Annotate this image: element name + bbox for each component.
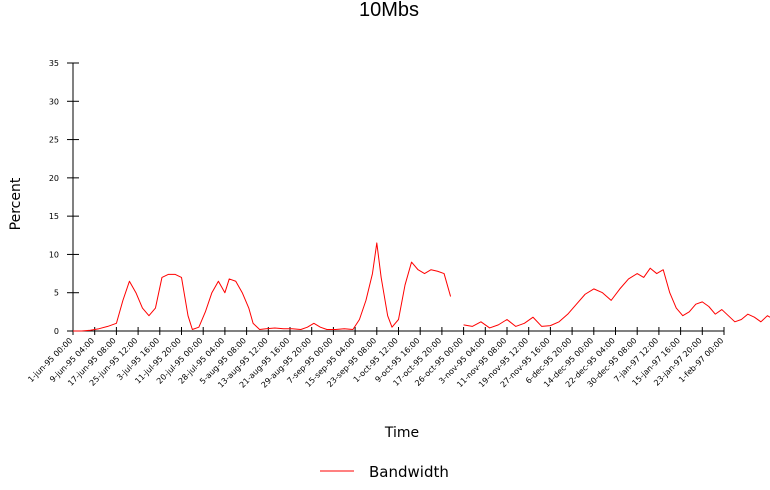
y-tick-label: 30 <box>49 97 59 106</box>
y-tick-label: 0 <box>54 327 59 336</box>
series-group <box>73 242 770 332</box>
y-tick-label: 35 <box>49 59 59 68</box>
x-axis-label: Time <box>384 425 419 441</box>
legend: Bandwidth <box>320 463 449 481</box>
axes <box>72 63 724 332</box>
y-tick-label: 15 <box>49 212 59 221</box>
y-tick-label: 25 <box>49 136 59 145</box>
legend-label: Bandwidth <box>369 463 449 481</box>
y-ticks: 0 5 10 15 20 25 30 35 <box>49 59 79 336</box>
series-line-bandwidth <box>73 242 770 332</box>
y-tick-label: 5 <box>54 289 59 298</box>
y-axis-label: Percent <box>8 177 24 230</box>
chart-title: 10Mbs <box>359 0 419 21</box>
y-tick-label: 20 <box>49 174 59 183</box>
y-tick-label: 10 <box>49 250 59 259</box>
